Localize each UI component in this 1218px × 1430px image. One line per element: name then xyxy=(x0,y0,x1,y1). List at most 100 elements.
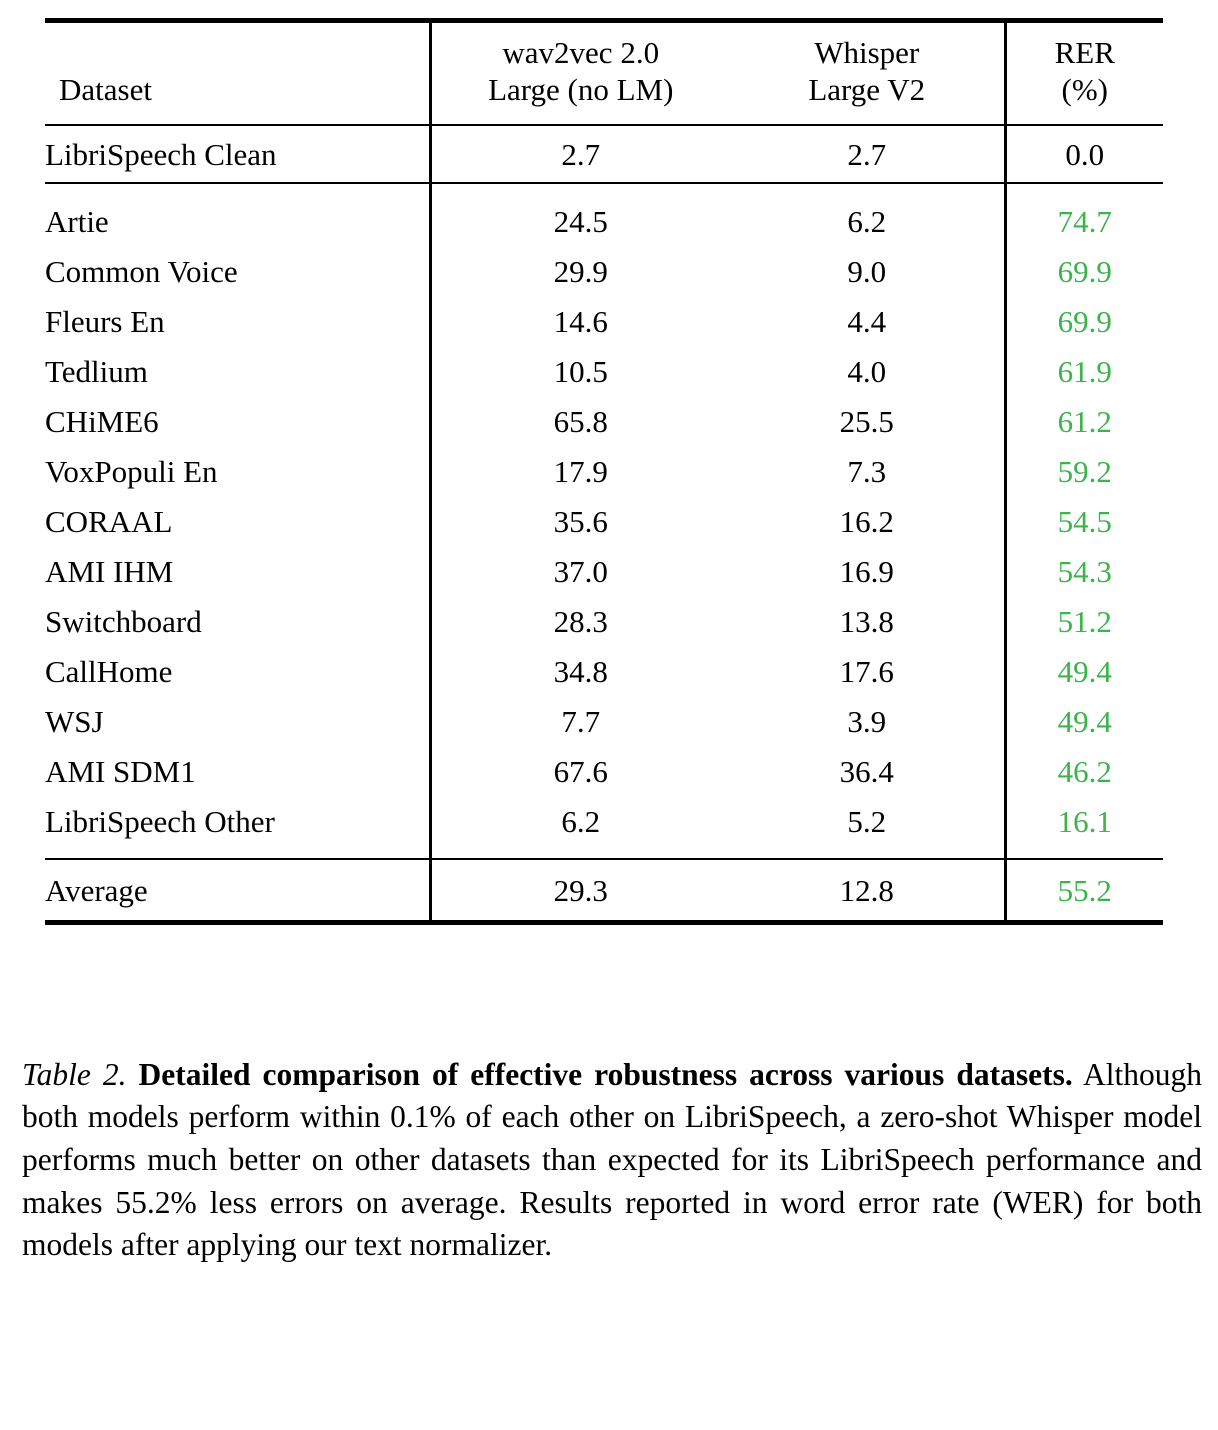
caption-table-label: Table 2. xyxy=(22,1056,127,1092)
table-row-librispeech-clean: LibriSpeech Clean 2.7 2.7 0.0 xyxy=(45,126,1163,184)
table-row: AMI SDM1 67.6 36.4 46.2 xyxy=(45,746,1163,797)
caption-bold-title: Detailed comparison of effective robustn… xyxy=(138,1056,1073,1092)
row-dataset-name: LibriSpeech Clean xyxy=(45,136,277,172)
row-whisper-value: 4.0 xyxy=(847,353,887,389)
header-label-whisper-line1: Whisper xyxy=(814,35,920,70)
row-rer-value: 46.2 xyxy=(1003,746,1163,797)
table-row: Switchboard 28.3 13.8 51.2 xyxy=(45,596,1163,647)
caption-body-text: Although both models perform within 0.1%… xyxy=(22,1056,1202,1263)
header-cell-rer: RER (%) xyxy=(1003,35,1163,113)
header-top-pad xyxy=(45,23,1163,35)
header-label-rer-line2: (%) xyxy=(1061,71,1108,107)
row-rer-value: 59.2 xyxy=(1003,446,1163,497)
table-row-average: Average 29.3 12.8 55.2 xyxy=(45,860,1163,923)
row-rer-value: 69.9 xyxy=(1003,246,1163,297)
results-table-container: Dataset wav2vec 2.0 Large (no LM) Whispe… xyxy=(45,18,1163,927)
row-wav2vec-value: 2.7 xyxy=(428,126,730,184)
table-row: CallHome 34.8 17.6 49.4 xyxy=(45,646,1163,697)
row-whisper-value: 13.8 xyxy=(839,603,894,639)
row-dataset-name: AMI SDM1 xyxy=(45,753,196,789)
row-dataset-name: Average xyxy=(45,872,148,908)
row-whisper-value: 2.7 xyxy=(847,136,887,172)
rule-bottom xyxy=(45,920,1163,927)
row-dataset-name: Fleurs En xyxy=(45,303,165,339)
row-wav2vec-value: 35.6 xyxy=(428,496,730,547)
body-bottom-pad xyxy=(45,846,1163,860)
table-row: CORAAL 35.6 16.2 54.5 xyxy=(45,496,1163,547)
row-rer-value: 54.5 xyxy=(1003,496,1163,547)
table-row: WSJ 7.7 3.9 49.4 xyxy=(45,696,1163,747)
row-rer-value: 54.3 xyxy=(1003,546,1163,597)
row-whisper-value: 4.4 xyxy=(847,303,887,339)
row-whisper-value: 17.6 xyxy=(839,653,894,689)
table-row: Artie 24.5 6.2 74.7 xyxy=(45,196,1163,247)
row-wav2vec-value: 67.6 xyxy=(428,746,730,797)
row-wav2vec-value: 37.0 xyxy=(428,546,730,597)
row-dataset-name: Tedlium xyxy=(45,353,148,389)
rule-top xyxy=(45,18,1163,25)
table-row: Common Voice 29.9 9.0 69.9 xyxy=(45,246,1163,297)
header-label-wav2vec-line1: wav2vec 2.0 xyxy=(502,35,660,70)
row-wav2vec-value: 65.8 xyxy=(428,396,730,447)
row-dataset-name: AMI IHM xyxy=(45,553,174,589)
row-rer-value: 61.2 xyxy=(1003,396,1163,447)
row-whisper-value: 3.9 xyxy=(847,703,887,739)
results-table: Dataset wav2vec 2.0 Large (no LM) Whispe… xyxy=(45,18,1163,927)
row-whisper-value: 36.4 xyxy=(839,753,894,789)
row-dataset-name: CallHome xyxy=(45,653,173,689)
row-whisper-value: 16.9 xyxy=(839,553,894,589)
header-cell-dataset: Dataset xyxy=(45,35,430,112)
row-dataset-name: Common Voice xyxy=(45,253,238,289)
row-dataset-name: CORAAL xyxy=(45,503,173,539)
row-dataset-name: Switchboard xyxy=(45,603,202,639)
table-row: VoxPopuli En 17.9 7.3 59.2 xyxy=(45,446,1163,497)
header-bottom-pad xyxy=(45,112,1163,126)
header-label-rer-line1: RER xyxy=(1054,35,1115,70)
row-wav2vec-value: 34.8 xyxy=(428,646,730,697)
row-wav2vec-value: 14.6 xyxy=(428,296,730,347)
row-rer-value: 49.4 xyxy=(1003,646,1163,697)
row-dataset-name: WSJ xyxy=(45,703,104,739)
row-rer-value: 0.0 xyxy=(1003,126,1163,184)
table-row: CHiME6 65.8 25.5 61.2 xyxy=(45,396,1163,447)
body-top-pad xyxy=(45,184,1163,197)
row-whisper-value: 12.8 xyxy=(839,872,894,908)
header-label-whisper-line2: Large V2 xyxy=(808,71,926,107)
row-whisper-value: 25.5 xyxy=(839,403,894,439)
table-row: LibriSpeech Other 6.2 5.2 16.1 xyxy=(45,796,1163,847)
header-label-dataset: Dataset xyxy=(59,71,152,107)
row-whisper-value: 16.2 xyxy=(839,503,894,539)
row-whisper-value: 6.2 xyxy=(847,203,887,239)
row-wav2vec-value: 29.3 xyxy=(428,860,730,923)
row-whisper-value: 7.3 xyxy=(847,453,887,489)
row-rer-value: 51.2 xyxy=(1003,596,1163,647)
row-dataset-name: Artie xyxy=(45,203,109,239)
row-dataset-name: CHiME6 xyxy=(45,403,159,439)
row-rer-value: 74.7 xyxy=(1003,196,1163,247)
row-rer-value: 55.2 xyxy=(1003,860,1163,923)
row-wav2vec-value: 17.9 xyxy=(428,446,730,497)
header-cell-wav2vec: wav2vec 2.0 Large (no LM) xyxy=(428,35,730,113)
row-wav2vec-value: 28.3 xyxy=(428,596,730,647)
table-row: AMI IHM 37.0 16.9 54.3 xyxy=(45,546,1163,597)
row-wav2vec-value: 24.5 xyxy=(428,196,730,247)
table-caption: Table 2. Detailed comparison of effectiv… xyxy=(22,1054,1202,1267)
row-rer-value: 69.9 xyxy=(1003,296,1163,347)
row-dataset-name: VoxPopuli En xyxy=(45,453,218,489)
row-dataset-name: LibriSpeech Other xyxy=(45,803,275,839)
row-wav2vec-value: 7.7 xyxy=(428,696,730,747)
row-wav2vec-value: 29.9 xyxy=(428,246,730,297)
header-cell-whisper: Whisper Large V2 xyxy=(730,35,1005,112)
table-row: Tedlium 10.5 4.0 61.9 xyxy=(45,346,1163,397)
row-wav2vec-value: 10.5 xyxy=(428,346,730,397)
table-body: Dataset wav2vec 2.0 Large (no LM) Whispe… xyxy=(45,18,1163,927)
row-whisper-value: 9.0 xyxy=(847,253,887,289)
row-rer-value: 49.4 xyxy=(1003,696,1163,747)
table-row: Fleurs En 14.6 4.4 69.9 xyxy=(45,296,1163,347)
row-whisper-value: 5.2 xyxy=(847,803,887,839)
table-header-row: Dataset wav2vec 2.0 Large (no LM) Whispe… xyxy=(45,35,1163,113)
header-label-wav2vec-line2: Large (no LM) xyxy=(488,71,674,107)
row-rer-value: 16.1 xyxy=(1003,796,1163,847)
row-rer-value: 61.9 xyxy=(1003,346,1163,397)
